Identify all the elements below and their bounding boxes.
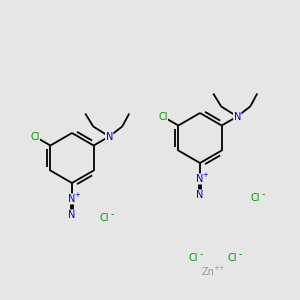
- Text: Cl: Cl: [188, 253, 198, 263]
- Text: Cl: Cl: [30, 131, 40, 142]
- Text: -: -: [261, 189, 265, 199]
- Text: -: -: [199, 249, 203, 259]
- Text: -: -: [238, 249, 242, 259]
- Text: ++: ++: [213, 265, 225, 271]
- Text: Cl: Cl: [250, 193, 260, 203]
- Text: N: N: [68, 210, 76, 220]
- Text: Zn: Zn: [202, 267, 214, 277]
- Text: N: N: [234, 112, 241, 122]
- Text: Cl: Cl: [99, 213, 109, 223]
- Text: N: N: [196, 190, 204, 200]
- Text: +: +: [202, 172, 208, 178]
- Text: Cl: Cl: [227, 253, 237, 263]
- Text: N: N: [68, 194, 76, 204]
- Text: +: +: [74, 192, 80, 198]
- Text: N: N: [196, 174, 204, 184]
- Text: -: -: [110, 209, 114, 219]
- Text: Cl: Cl: [158, 112, 167, 122]
- Text: N: N: [106, 131, 113, 142]
